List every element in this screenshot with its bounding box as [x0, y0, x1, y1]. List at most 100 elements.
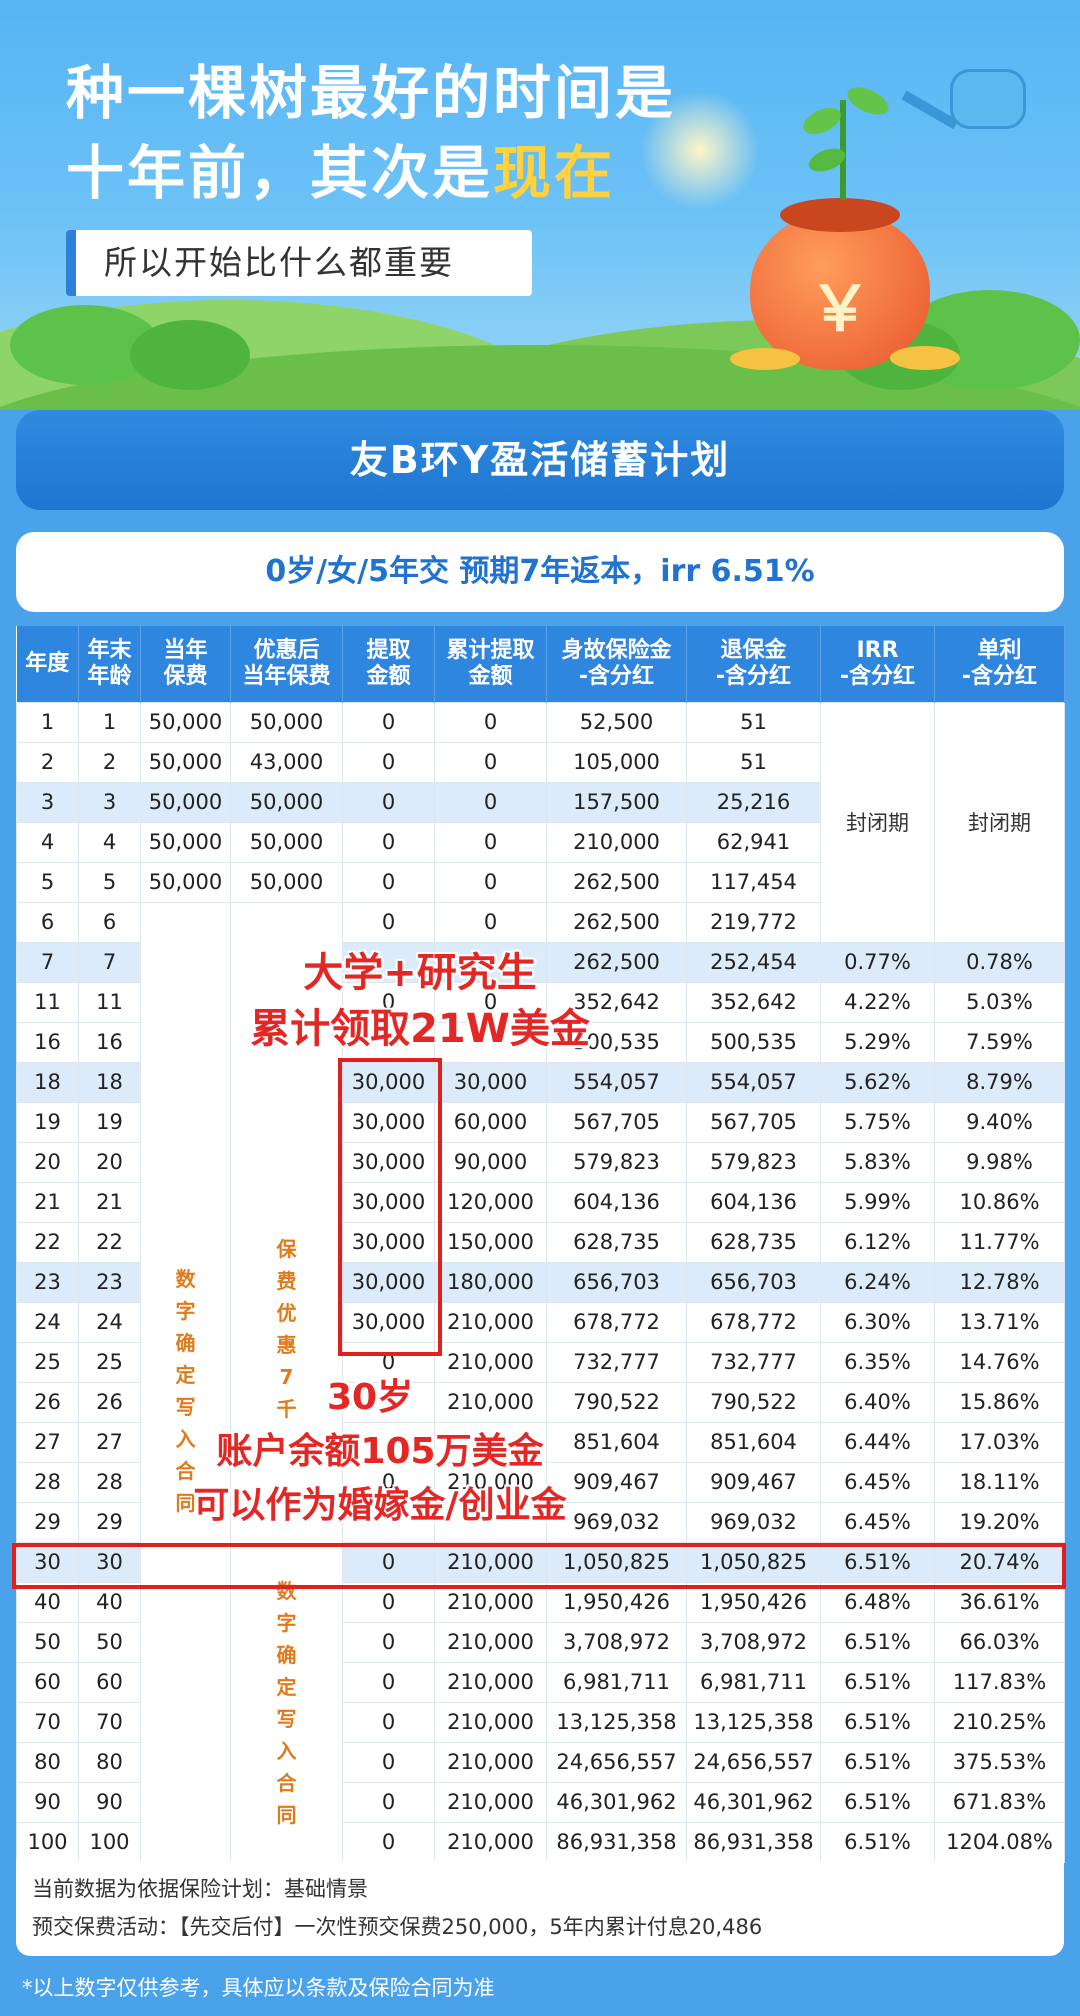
table-row: 5 5 50,000 50,000 0 0 262,500 117,454 — [16, 861, 1065, 903]
table-cell: 790,522 — [686, 1381, 821, 1423]
table-cell: 30,000 — [342, 1261, 435, 1303]
table-cell: 0 — [342, 1701, 435, 1743]
table-cell: 790,522 — [546, 1381, 687, 1423]
table-cell: 210,000 — [434, 1741, 547, 1783]
table-cell: 50 — [16, 1621, 79, 1663]
table-cell: 25 — [16, 1341, 79, 1383]
table-cell: 60 — [78, 1661, 141, 1703]
notes-line1: 当前数据为依据保险计划：基础情景 — [32, 1877, 368, 1901]
table-cell: 0 — [342, 901, 435, 943]
benefit-table: 年度 年末 年龄 当年 保费 优惠后 当年保费 提取 金额 累计提取 金额 身故保险金 -含分红 退保金 -… — [16, 626, 1065, 1863]
table-row: 2 2 50,000 43,000 0 0 105,000 51 — [16, 741, 1065, 783]
column-header: 累计提取 金额 — [434, 626, 547, 702]
table-cell: 851,604 — [546, 1421, 687, 1463]
table-cell: 21 — [78, 1181, 141, 1223]
table-row: 29 29 969,032 969,032 6.45% 19.20% — [16, 1501, 1065, 1543]
table-cell: 26 — [78, 1381, 141, 1423]
table-cell: 50,000 — [140, 741, 231, 783]
table-cell: 52,500 — [546, 701, 687, 743]
table-cell: 210,000 — [434, 1381, 547, 1423]
table-cell: 10.86% — [934, 1181, 1065, 1223]
table-cell: 6.51% — [820, 1701, 935, 1743]
table-cell: 210,000 — [434, 1701, 547, 1743]
table-cell: 50 — [78, 1621, 141, 1663]
table-cell: 656,703 — [686, 1261, 821, 1303]
table-cell: 210,000 — [434, 1781, 547, 1823]
table-header-row: 年度 年末 年龄 当年 保费 优惠后 当年保费 提取 金额 累计提取 金额 身故保险金 -含分红 退保金 -… — [16, 626, 1065, 702]
merged-note-premium: 数字确定写入合同 — [140, 901, 231, 1863]
table-cell: 30 — [78, 1541, 141, 1583]
table-cell: 352,642 — [546, 981, 687, 1023]
table-cell: 9.40% — [934, 1101, 1065, 1143]
table-cell: 80 — [78, 1741, 141, 1783]
table-cell: 5.99% — [820, 1181, 935, 1223]
table-cell: 0 — [434, 741, 547, 783]
table-cell: 210,000 — [434, 1661, 547, 1703]
table-row: 25 25 0 210,000 732,777 732,777 6.35% 14.76% — [16, 1341, 1065, 1383]
table-cell: 210,000 — [546, 821, 687, 863]
column-header: 提取 金额 — [342, 626, 435, 702]
table-cell: 3 — [78, 781, 141, 823]
table-cell: 0 — [342, 1461, 435, 1503]
table-cell: 30,000 — [342, 1301, 435, 1343]
table-cell: 157,500 — [546, 781, 687, 823]
table-cell: 1204.08% — [934, 1821, 1065, 1863]
table-cell: 26 — [16, 1381, 79, 1423]
table-cell: 262,500 — [546, 941, 687, 983]
benefit-table-container: 年度 年末 年龄 当年 保费 优惠后 当年保费 提取 金额 累计提取 金额 身故保险金 -含分红 退保金 -… — [16, 626, 1065, 1863]
table-cell: 22 — [16, 1221, 79, 1263]
table-cell: 19.20% — [934, 1501, 1065, 1543]
table-cell: 6.51% — [820, 1821, 935, 1863]
annotation-withdrawal-total: 累计领取21W美金 — [250, 1006, 590, 1052]
table-cell: 18.11% — [934, 1461, 1065, 1503]
table-cell: 22 — [78, 1221, 141, 1263]
table-cell: 4 — [16, 821, 79, 863]
table-cell: 210.25% — [934, 1701, 1065, 1743]
table-cell: 0 — [434, 901, 547, 943]
table-cell: 3,708,972 — [546, 1621, 687, 1663]
table-cell: 20 — [16, 1141, 79, 1183]
table-cell: 6 — [16, 901, 79, 943]
table-cell: 262,500 — [546, 861, 687, 903]
table-cell: 656,703 — [546, 1261, 687, 1303]
table-cell: 5 — [16, 861, 79, 903]
table-cell: 6.45% — [820, 1501, 935, 1543]
table-cell: 628,735 — [546, 1221, 687, 1263]
table-cell: 100 — [78, 1821, 141, 1863]
table-cell: 375.53% — [934, 1741, 1065, 1783]
table-cell: 24,656,557 — [546, 1741, 687, 1783]
table-cell: 0 — [342, 981, 435, 1023]
table-cell: 15.86% — [934, 1381, 1065, 1423]
table-cell: 0 — [434, 861, 547, 903]
table-cell: 0 — [342, 1661, 435, 1703]
table-cell: 18 — [78, 1061, 141, 1103]
table-cell: 678,772 — [686, 1301, 821, 1343]
table-cell: 0 — [342, 1621, 435, 1663]
table-cell: 5.03% — [934, 981, 1065, 1023]
column-header: 年末 年龄 — [78, 626, 141, 702]
table-cell: 0 — [434, 981, 547, 1023]
table-cell: 28 — [78, 1461, 141, 1503]
table-cell: 50,000 — [140, 701, 231, 743]
table-cell: 6.51% — [820, 1621, 935, 1663]
table-cell: 5 — [78, 861, 141, 903]
plan-title: 友B环Y盈活储蓄计划 — [16, 410, 1064, 510]
table-cell: 12.78% — [934, 1261, 1065, 1303]
table-cell: 3,708,972 — [686, 1621, 821, 1663]
column-header: 退保金 -含分红 — [686, 626, 821, 702]
table-cell: 86,931,358 — [546, 1821, 687, 1863]
table-cell: 0 — [434, 821, 547, 863]
headline-line2: 十年前，其次是现在 — [66, 138, 615, 208]
table-row: 18 18 30,000 30,000 554,057 554,057 5.62% 8.79% — [16, 1061, 1065, 1103]
table-cell: 30,000 — [342, 1101, 435, 1143]
annotation-balance: 账户余额105万美金 — [216, 1431, 544, 1472]
table-cell: 352,642 — [686, 981, 821, 1023]
table-cell: 604,136 — [686, 1181, 821, 1223]
table-cell: 62,941 — [686, 821, 821, 863]
table-cell: 6.44% — [820, 1421, 935, 1463]
annotation-usage: 可以作为婚嫁金/创业金 — [193, 1485, 567, 1526]
table-cell: 50,000 — [140, 781, 231, 823]
table-cell: 628,735 — [686, 1221, 821, 1263]
table-cell: 24 — [16, 1301, 79, 1343]
table-cell: 6,981,711 — [546, 1661, 687, 1703]
